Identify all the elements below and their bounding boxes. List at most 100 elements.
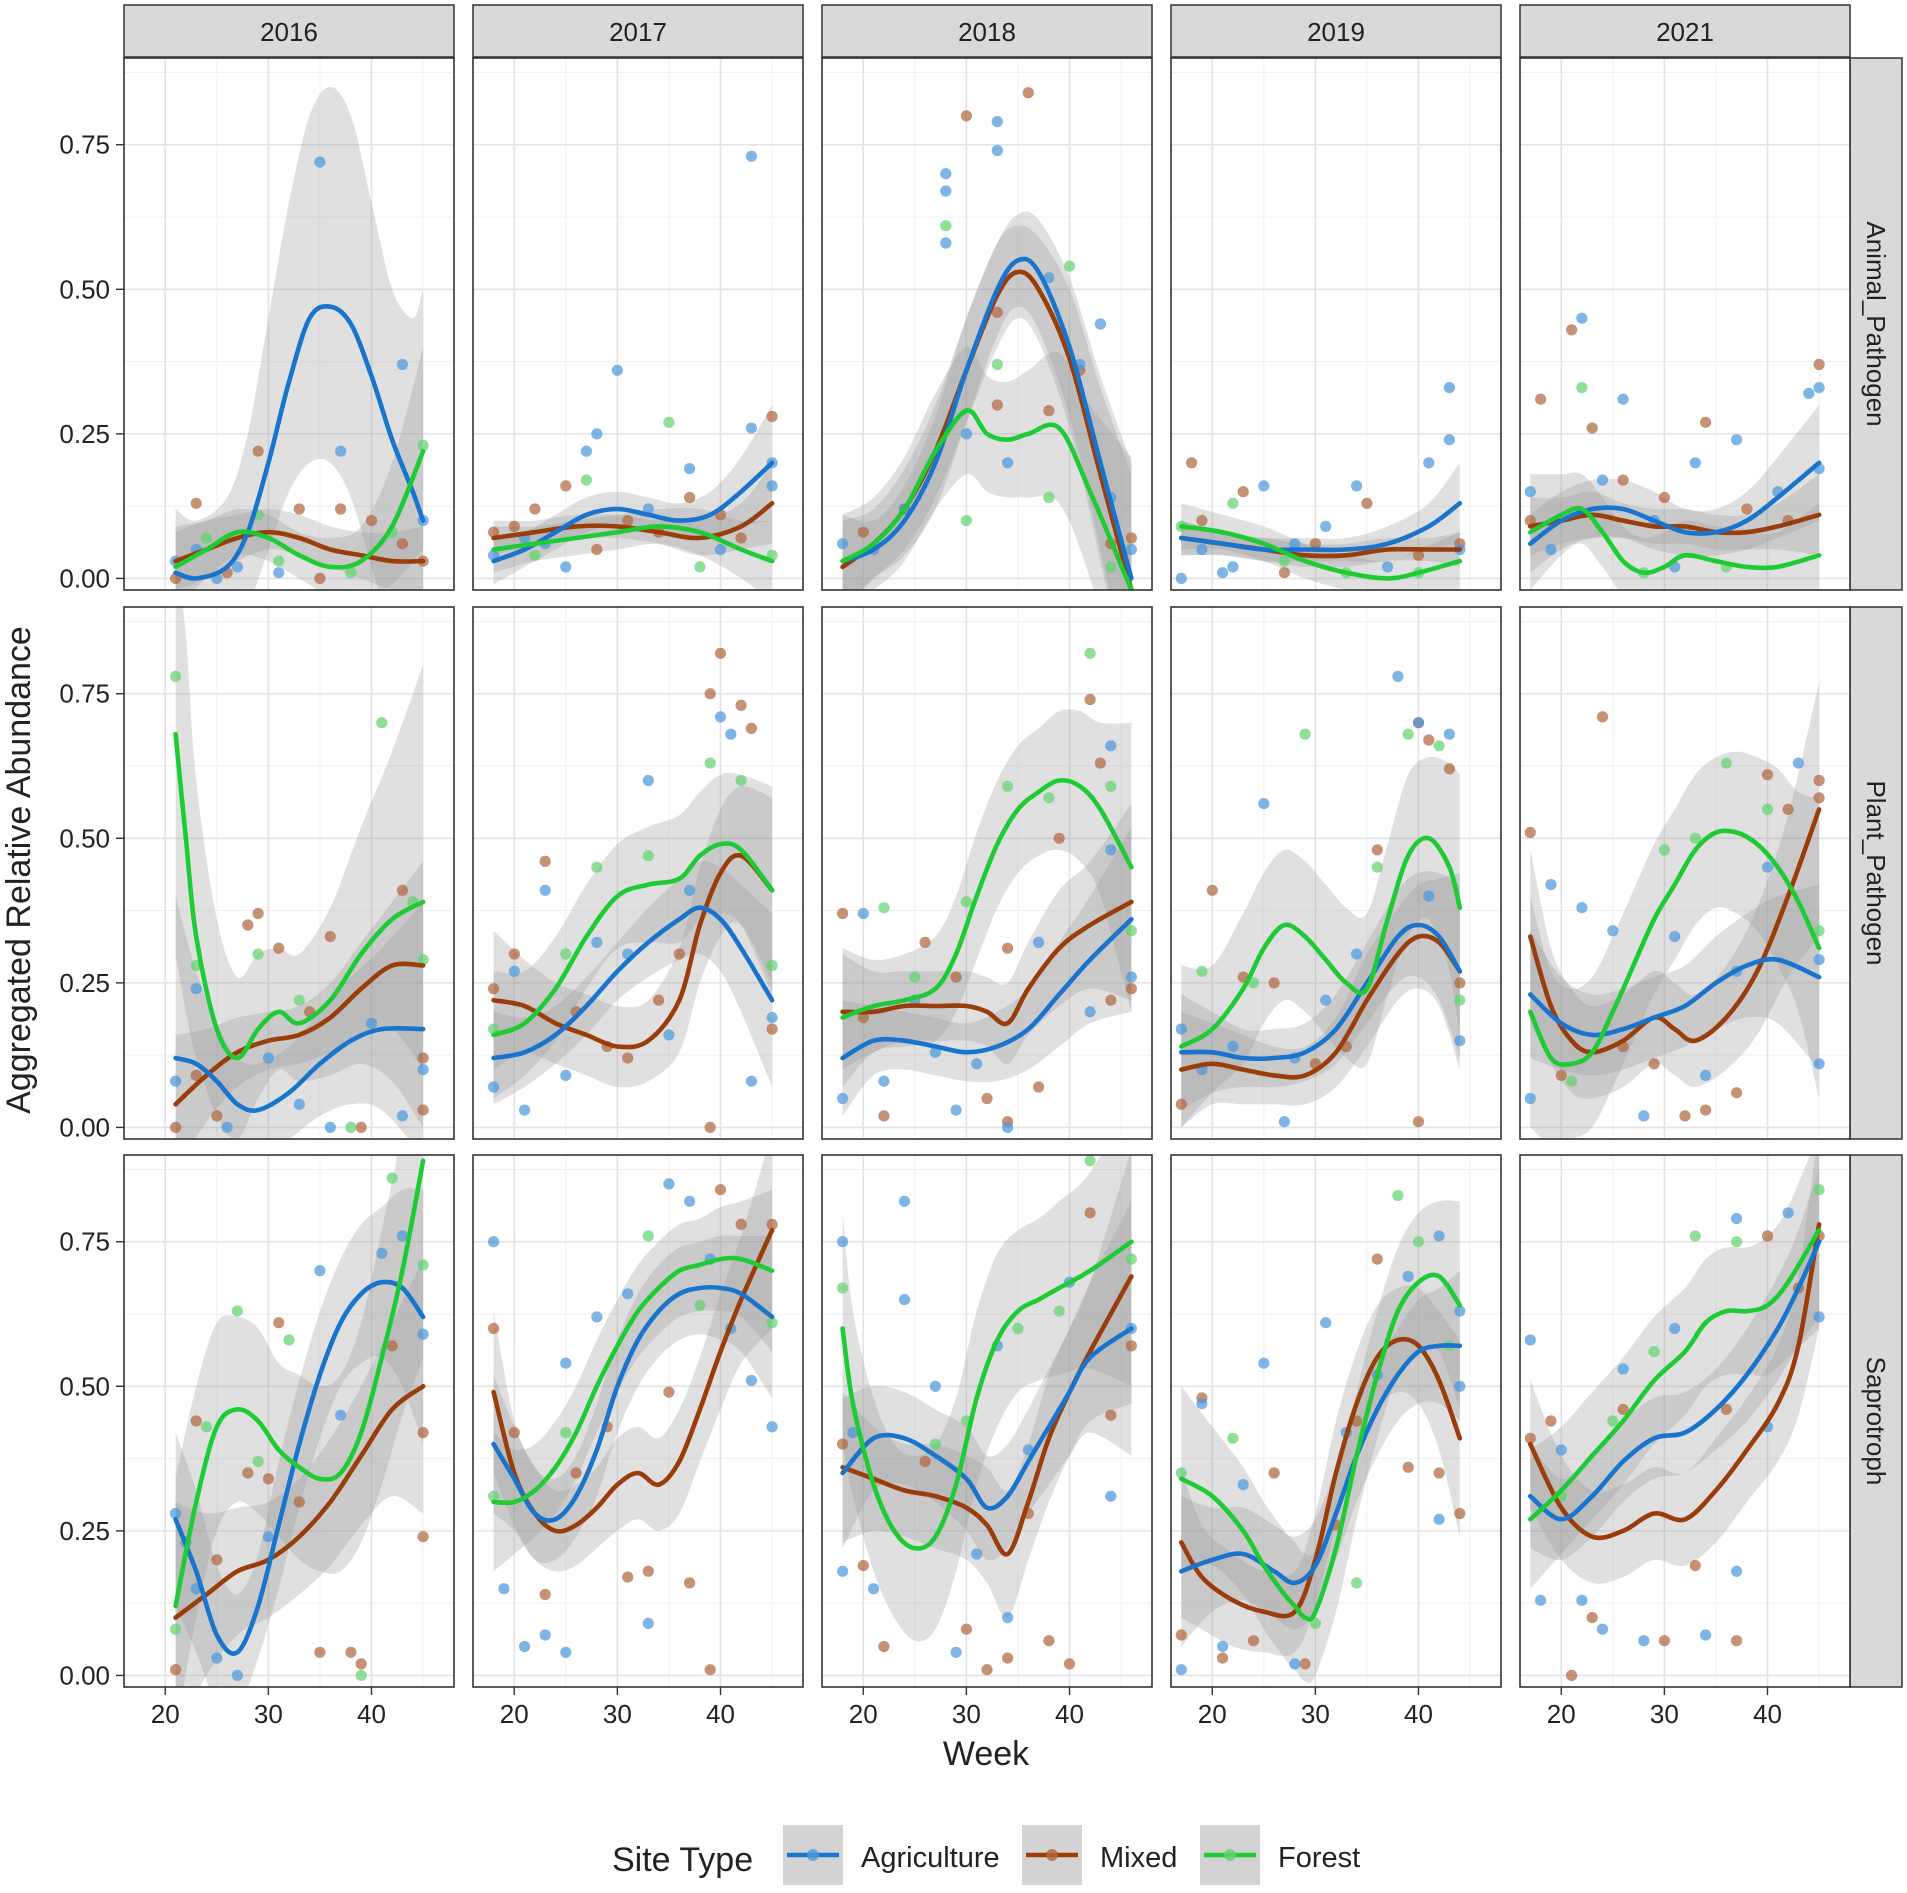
panel-background: [1520, 1155, 1850, 1687]
data-point-agriculture: [1289, 538, 1301, 550]
data-point-mixed: [190, 1069, 202, 1081]
data-point-mixed: [1053, 832, 1065, 844]
data-point-agriculture: [1607, 925, 1619, 937]
data-point-agriculture: [1576, 1594, 1588, 1606]
data-point-agriculture: [539, 884, 551, 896]
data-point-agriculture: [488, 1236, 500, 1248]
data-point-agriculture: [417, 1328, 429, 1340]
confidence-band-mixed: [175, 1259, 424, 1687]
panel-border: [123, 606, 455, 1140]
data-point-mixed: [1741, 503, 1753, 515]
data-point-mixed: [960, 1623, 973, 1635]
data-point-forest: [1278, 555, 1290, 567]
panel-background: [473, 58, 803, 590]
x-tick-label: 30: [952, 1699, 981, 1729]
data-point-agriculture: [314, 1265, 326, 1277]
data-point-mixed: [488, 1322, 500, 1335]
data-point-agriculture: [1105, 740, 1117, 752]
data-point-agriculture: [262, 1531, 274, 1543]
panel-plot-area: [1171, 58, 1501, 590]
data-point-mixed: [1402, 1461, 1414, 1473]
data-point-agriculture: [211, 1652, 223, 1664]
panel-plot-area: [1171, 607, 1501, 1139]
x-axis-title: Week: [943, 1735, 1030, 1773]
data-point-agriculture: [1125, 543, 1137, 556]
panel-border: [1519, 57, 1851, 591]
data-point-agriculture: [396, 1230, 408, 1242]
data-point-agriculture: [642, 503, 654, 515]
data-point-agriculture: [663, 1178, 675, 1190]
data-point-forest: [1566, 1075, 1578, 1087]
data-point-agriculture: [221, 1121, 233, 1133]
data-point-agriculture: [1237, 1479, 1249, 1491]
data-point-agriculture: [1617, 1363, 1629, 1375]
data-point-mixed: [1033, 1081, 1045, 1093]
panels-layer: 2016 2017 2018 2019 2021 Animal_Pathogen Plant…: [123, 4, 1903, 1688]
data-point-mixed: [1524, 515, 1536, 527]
data-point-agriculture: [1227, 1040, 1239, 1053]
data-point-agriculture: [1227, 561, 1239, 573]
data-point-agriculture: [766, 1421, 778, 1433]
data-point-mixed: [1443, 763, 1455, 775]
data-point-mixed: [417, 1052, 429, 1064]
panel-border: [472, 1154, 804, 1688]
data-point-forest: [1227, 1432, 1239, 1444]
data-point-mixed: [386, 1340, 398, 1352]
data-point-mixed: [293, 503, 305, 515]
panel-2018-animal_pathogen: [821, 57, 1153, 591]
data-point-mixed: [1278, 567, 1290, 579]
panel-plot-area: [1520, 607, 1850, 1139]
data-point-forest: [376, 717, 388, 729]
data-point-forest: [345, 1121, 357, 1133]
year-strip-label: 2021: [1656, 17, 1714, 47]
data-point-forest: [940, 220, 952, 232]
data-point-agriculture: [1278, 1116, 1290, 1128]
data-point-agriculture: [396, 1110, 408, 1122]
data-point-mixed: [1720, 1403, 1732, 1415]
data-point-agriculture: [1576, 902, 1588, 914]
data-point-agriculture: [1555, 1444, 1567, 1456]
data-point-mixed: [1217, 1652, 1229, 1664]
data-point-mixed: [653, 994, 665, 1006]
smooth-line-agriculture: [840, 1326, 1134, 1511]
panel-plot-area: [124, 607, 454, 1139]
data-point-agriculture: [1792, 757, 1804, 769]
data-point-agriculture: [1669, 1322, 1681, 1335]
confidence-band-agriculture: [1181, 871, 1460, 1111]
smooth-line-mixed: [1528, 1222, 1822, 1541]
data-point-mixed: [684, 1577, 696, 1589]
smooth-line-mixed: [173, 961, 426, 1107]
data-point-agriculture: [991, 144, 1003, 157]
panel-border: [472, 57, 804, 591]
smooth-line-forest: [1179, 835, 1463, 1049]
data-point-mixed: [878, 1640, 890, 1653]
data-point-forest: [1761, 803, 1774, 816]
data-point-mixed: [735, 1218, 747, 1230]
x-tick-label: 20: [1198, 1699, 1227, 1729]
smooth-line-agriculture: [1179, 922, 1463, 1062]
guild-strip-plant_pathogen: [1849, 606, 1903, 1140]
data-point-forest: [1813, 925, 1825, 937]
legend-keys: Agriculture Mixed Forest: [783, 1825, 1360, 1885]
data-point-agriculture: [1454, 1380, 1466, 1392]
data-point-agriculture: [1443, 434, 1455, 446]
data-point-agriculture: [376, 1247, 388, 1259]
data-point-agriculture: [1196, 1398, 1208, 1410]
x-tick-label: 40: [1055, 1699, 1084, 1729]
data-point-agriculture: [1175, 572, 1187, 585]
data-point-forest: [642, 850, 654, 862]
data-point-mixed: [252, 445, 264, 457]
data-point-agriculture: [1524, 1334, 1536, 1346]
data-point-mixed: [1309, 538, 1321, 550]
data-point-forest: [1002, 780, 1014, 792]
data-point-mixed: [1125, 1340, 1137, 1352]
smooth-line-mixed: [1179, 1336, 1463, 1619]
data-point-forest: [1454, 994, 1466, 1006]
smooth-line-agriculture: [491, 1284, 775, 1523]
panel-2019-saprotroph: [1170, 1154, 1502, 1688]
data-point-agriculture: [868, 1583, 880, 1595]
y-tick-label: 0.75: [59, 679, 110, 709]
data-point-agriculture: [1454, 1035, 1466, 1047]
data-point-agriculture: [837, 1565, 849, 1577]
smooth-line-agriculture: [1179, 501, 1463, 553]
